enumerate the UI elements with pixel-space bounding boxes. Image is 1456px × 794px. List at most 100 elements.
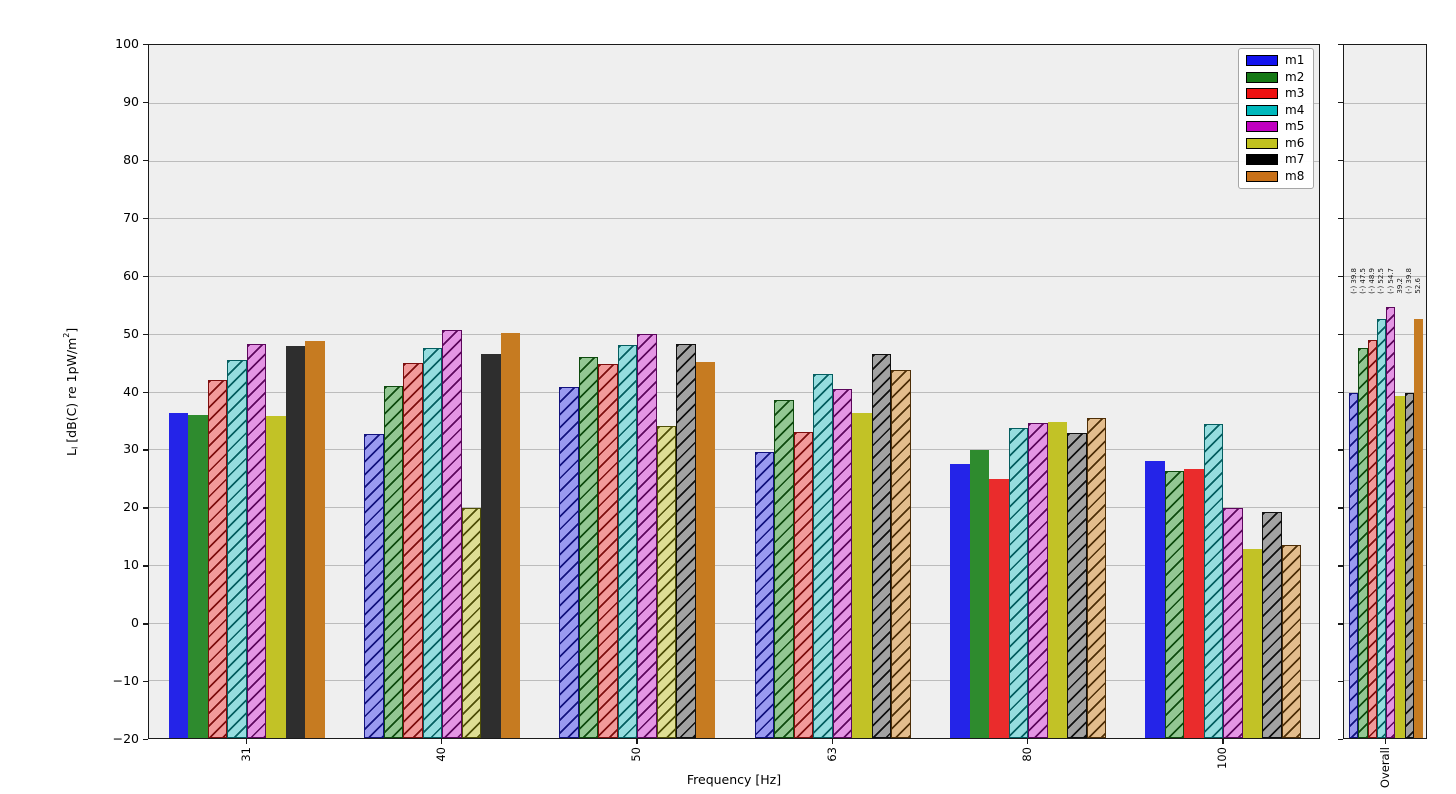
- bar-m6-63: [852, 412, 872, 738]
- bar-m3-63: [793, 431, 814, 738]
- gridline: [1344, 276, 1426, 277]
- bar-m4-31: [227, 360, 247, 738]
- bar-m1-50: [559, 386, 579, 738]
- y-tick-label: 0: [131, 615, 139, 631]
- y-tick: [1338, 681, 1343, 683]
- overall-value-label: (-) 52.5: [1377, 267, 1386, 294]
- x-tick: [1222, 739, 1224, 744]
- legend-swatch-m8: [1246, 170, 1278, 182]
- legend-swatch-m2: [1246, 71, 1278, 83]
- x-tick-label: 40: [434, 747, 448, 762]
- legend-swatch-m5: [1246, 121, 1278, 132]
- y-tick: [143, 101, 148, 104]
- x-tick: [831, 739, 834, 744]
- bar-m8-overall: [1413, 318, 1423, 738]
- legend-label-m1: m1: [1285, 53, 1305, 67]
- gridline: [1344, 102, 1426, 104]
- overall-value-label: (-) 47.5: [1358, 267, 1367, 294]
- y-tick: [1338, 159, 1343, 162]
- gridline: [149, 507, 1319, 508]
- bar-m8-80: [1086, 418, 1106, 738]
- legend-label-m3: m3: [1285, 86, 1305, 100]
- gridline: [1344, 160, 1426, 162]
- overall-axes: (-) 39.8 (-) 47.5 (-) 48.9 (-) 52.5 (-) 54.7…: [1343, 44, 1427, 739]
- x-tick-label: 31: [238, 747, 253, 762]
- bar-m6-overall: [1395, 396, 1405, 738]
- bar-m4-100: [1203, 423, 1224, 738]
- y-tick: [143, 739, 148, 741]
- bar-m4-50: [617, 344, 638, 738]
- gridline: [149, 102, 1319, 104]
- legend-item-m1: m1: [1246, 54, 1304, 67]
- main-axes: [148, 44, 1320, 739]
- bar-m4-80: [1008, 428, 1028, 738]
- legend-swatch-m1: [1246, 55, 1278, 66]
- x-tick-label: 63: [824, 747, 839, 762]
- bar-m1-40: [364, 433, 384, 738]
- y-tick: [1338, 217, 1343, 220]
- y-tick: [143, 217, 148, 220]
- bar-m5-100: [1223, 507, 1243, 738]
- y-tick: [143, 565, 148, 567]
- bar-m7-80: [1067, 433, 1087, 738]
- bar-m3-40: [403, 362, 423, 738]
- legend-item-m6: m6: [1246, 136, 1304, 150]
- bar-m2-31: [188, 414, 208, 738]
- y-tick-label: 40: [123, 383, 139, 399]
- bar-m8-100: [1281, 544, 1302, 738]
- y-tick-label: −10: [112, 673, 139, 689]
- y-tick-label: 80: [123, 151, 139, 167]
- bar-m3-50: [598, 363, 618, 738]
- legend-item-m8: m8: [1246, 169, 1304, 183]
- bar-m3-100: [1184, 468, 1204, 738]
- x-axis-label: Frequency [Hz]: [686, 772, 782, 787]
- y-tick: [143, 449, 148, 451]
- y-tick-label: 100: [115, 36, 139, 51]
- bar-m6-31: [266, 415, 286, 738]
- gridline: [149, 333, 1319, 335]
- legend-item-m2: m2: [1246, 70, 1304, 84]
- y-tick: [1338, 739, 1343, 741]
- y-tick-label: 90: [123, 93, 139, 109]
- y-tick: [1338, 623, 1343, 625]
- gridline: [149, 564, 1319, 566]
- y-tick-label: 60: [123, 267, 139, 283]
- y-tick: [143, 275, 148, 278]
- legend-swatch-m4: [1246, 104, 1278, 116]
- gridline: [149, 391, 1319, 393]
- bar-m8-63: [891, 369, 911, 738]
- gridline: [1344, 218, 1426, 220]
- bar-m2-50: [578, 356, 599, 738]
- bar-m4-overall: [1376, 319, 1386, 738]
- y-tick: [143, 507, 148, 509]
- bar-m5-overall: [1386, 306, 1396, 738]
- y-tick: [1338, 507, 1343, 509]
- y-tick: [1338, 101, 1343, 104]
- bar-m8-50: [695, 362, 716, 738]
- x-tick: [245, 739, 248, 744]
- bar-m3-overall: [1367, 340, 1377, 738]
- gridline: [149, 449, 1319, 451]
- legend-swatch-m6: [1246, 137, 1278, 149]
- bar-m1-31: [168, 412, 189, 738]
- y-tick-label: 30: [123, 441, 139, 457]
- bar-m3-31: [207, 379, 228, 738]
- gridline: [149, 276, 1319, 277]
- bar-m5-50: [637, 334, 657, 738]
- bar-m5-40: [442, 330, 462, 738]
- bar-m5-63: [832, 388, 853, 738]
- y-tick: [1338, 449, 1343, 451]
- bar-m4-63: [813, 374, 833, 738]
- y-tick-label: 20: [123, 499, 139, 515]
- legend: m1 m2 m3 m4 m5 m6 m7 m8: [1238, 48, 1315, 189]
- bar-m6-50: [656, 425, 677, 738]
- bar-m6-40: [461, 507, 481, 738]
- y-tick: [143, 391, 148, 393]
- legend-swatch-m7: [1246, 154, 1278, 165]
- bar-m6-100: [1242, 548, 1263, 738]
- overall-value-label: (-) 39.8: [1349, 267, 1358, 294]
- y-tick: [143, 333, 148, 335]
- bar-m2-63: [774, 400, 794, 738]
- bar-m8-40: [500, 333, 520, 738]
